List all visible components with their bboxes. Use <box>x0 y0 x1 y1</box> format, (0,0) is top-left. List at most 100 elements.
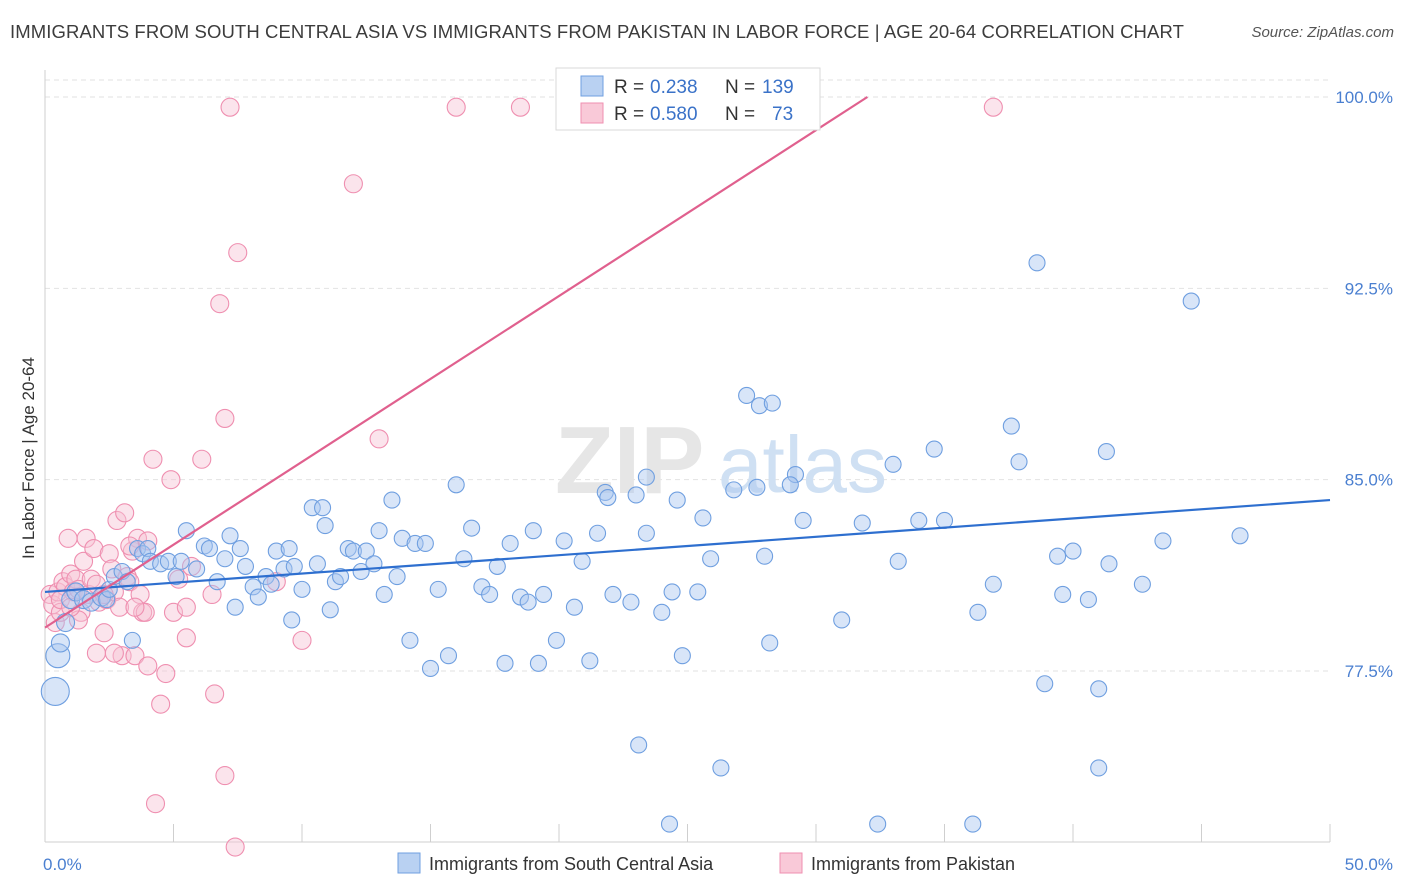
y-tick-label: 85.0% <box>1345 471 1393 490</box>
data-point-pakistan <box>84 538 104 559</box>
data-point-south-central-asia <box>1090 680 1108 698</box>
legend-r-value-1: 0.238 <box>650 77 698 98</box>
data-point-south-central-asia <box>535 585 553 604</box>
data-point-pakistan <box>99 544 119 564</box>
data-point-south-central-asia <box>447 476 465 494</box>
data-point-south-central-asia <box>50 633 70 653</box>
data-point-south-central-asia <box>653 603 671 621</box>
data-point-south-central-asia <box>244 578 262 596</box>
data-point-pakistan <box>369 429 389 449</box>
data-point-south-central-asia <box>627 486 645 504</box>
series-south-central-asia-points <box>40 254 1249 833</box>
data-point-south-central-asia <box>406 534 424 552</box>
legend-swatch-pink <box>580 102 604 124</box>
data-point-south-central-asia <box>100 580 118 598</box>
data-point-pakistan <box>125 597 145 617</box>
chart-title: IMMIGRANTS FROM SOUTH CENTRAL ASIA VS IM… <box>10 21 1184 42</box>
data-point-south-central-asia <box>159 552 177 570</box>
data-point-south-central-asia <box>314 499 332 517</box>
data-point-south-central-asia <box>236 557 255 575</box>
bottom-legend-label-pink: Immigrants from Pakistan <box>811 854 1015 874</box>
data-point-south-central-asia <box>756 547 774 565</box>
data-point-south-central-asia <box>673 647 691 665</box>
data-point-south-central-asia <box>622 593 640 611</box>
data-point-pakistan <box>125 646 145 666</box>
data-point-pakistan <box>135 602 155 622</box>
data-point-south-central-asia <box>416 534 434 552</box>
y-tick-label: 100.0% <box>1335 88 1393 107</box>
data-point-pakistan <box>228 243 248 263</box>
data-point-south-central-asia <box>984 575 1002 593</box>
data-point-south-central-asia <box>401 631 419 649</box>
data-point-south-central-asia <box>573 552 591 570</box>
data-point-south-central-asia <box>748 478 766 496</box>
legend-n-value-1: 139 <box>762 77 794 98</box>
data-point-pakistan <box>138 656 158 676</box>
data-point-south-central-asia <box>316 517 334 535</box>
y-tick-labels: 77.5% 85.0% 92.5% 100.0% <box>1335 88 1393 681</box>
data-point-south-central-asia <box>889 552 907 570</box>
data-point-south-central-asia <box>660 815 679 833</box>
legend-r-label-2: R = <box>614 104 644 125</box>
legend-r-label-1: R = <box>614 77 644 98</box>
data-point-pakistan <box>58 528 78 548</box>
data-point-south-central-asia <box>81 592 101 612</box>
data-point-south-central-asia <box>293 580 311 598</box>
data-point-south-central-asia <box>285 557 303 575</box>
data-point-south-central-asia <box>637 468 655 486</box>
data-point-south-central-asia <box>786 466 804 484</box>
data-point-south-central-asia <box>884 455 902 473</box>
data-point-pakistan <box>192 449 212 469</box>
data-point-south-central-asia <box>1182 292 1200 310</box>
data-point-south-central-asia <box>283 611 301 629</box>
x-tick-labels: 0.0% 50.0% <box>43 855 1393 874</box>
data-point-pakistan <box>343 174 363 194</box>
data-point-south-central-asia <box>910 511 928 530</box>
watermark-atlas: atlas <box>718 420 887 509</box>
data-point-south-central-asia <box>935 511 954 530</box>
data-point-south-central-asia <box>1100 555 1118 573</box>
data-point-south-central-asia <box>352 562 370 581</box>
data-point-pakistan <box>210 294 230 314</box>
data-point-south-central-asia <box>853 514 871 532</box>
trend-line-south-central-asia <box>44 498 1331 594</box>
data-point-south-central-asia <box>231 539 249 558</box>
data-point-south-central-asia <box>501 534 519 552</box>
bottom-legend-swatch-pink <box>779 852 803 874</box>
data-point-south-central-asia <box>1028 254 1046 272</box>
legend-n-label-2: N = <box>725 104 755 125</box>
data-point-south-central-asia <box>188 560 206 578</box>
data-point-south-central-asia <box>694 509 712 527</box>
x-tick-label: 0.0% <box>43 855 82 874</box>
bottom-legend-swatch-blue <box>397 852 421 874</box>
data-point-pakistan <box>104 643 124 663</box>
data-point-south-central-asia <box>689 583 707 601</box>
data-point-pakistan <box>215 408 235 428</box>
data-point-south-central-asia <box>1079 591 1097 609</box>
data-point-south-central-asia <box>869 815 887 833</box>
legend-n-label-1: N = <box>725 77 755 98</box>
data-point-south-central-asia <box>1231 527 1249 545</box>
data-point-south-central-asia <box>388 568 406 586</box>
data-point-pakistan <box>220 97 240 117</box>
data-point-south-central-asia <box>630 736 648 754</box>
data-point-pakistan <box>225 837 245 857</box>
data-point-south-central-asia <box>1010 453 1028 471</box>
y-axis-label: In Labor Force | Age 20-64 <box>19 357 38 559</box>
data-point-south-central-asia <box>200 539 219 558</box>
axes <box>44 70 1331 843</box>
data-point-pakistan <box>86 643 106 663</box>
bottom-legend-label-blue: Immigrants from South Central Asia <box>429 854 714 874</box>
legend-swatch-blue <box>580 75 604 97</box>
data-point-south-central-asia <box>565 598 583 616</box>
data-point-south-central-asia <box>128 539 147 558</box>
data-point-pakistan <box>510 97 531 117</box>
data-point-south-central-asia <box>663 583 681 601</box>
data-point-south-central-asia <box>588 524 607 542</box>
data-point-south-central-asia <box>262 575 280 593</box>
data-point-south-central-asia <box>763 394 781 412</box>
data-point-pakistan <box>446 97 466 117</box>
data-point-south-central-asia <box>524 522 542 540</box>
data-point-south-central-asia <box>702 550 720 568</box>
